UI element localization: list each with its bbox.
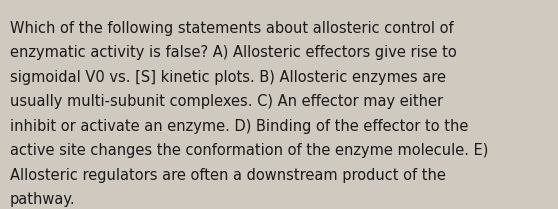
Text: usually multi-subunit complexes. C) An effector may either: usually multi-subunit complexes. C) An e… [10,94,443,109]
Text: sigmoidal V0 vs. [S] kinetic plots. B) Allosteric enzymes are: sigmoidal V0 vs. [S] kinetic plots. B) A… [10,70,446,85]
Text: inhibit or activate an enzyme. D) Binding of the effector to the: inhibit or activate an enzyme. D) Bindin… [10,119,468,134]
Text: enzymatic activity is false? A) Allosteric effectors give rise to: enzymatic activity is false? A) Alloster… [10,45,457,60]
Text: Which of the following statements about allosteric control of: Which of the following statements about … [10,21,454,36]
Text: active site changes the conformation of the enzyme molecule. E): active site changes the conformation of … [10,143,488,158]
Text: pathway.: pathway. [10,192,76,207]
Text: Allosteric regulators are often a downstream product of the: Allosteric regulators are often a downst… [10,168,446,183]
